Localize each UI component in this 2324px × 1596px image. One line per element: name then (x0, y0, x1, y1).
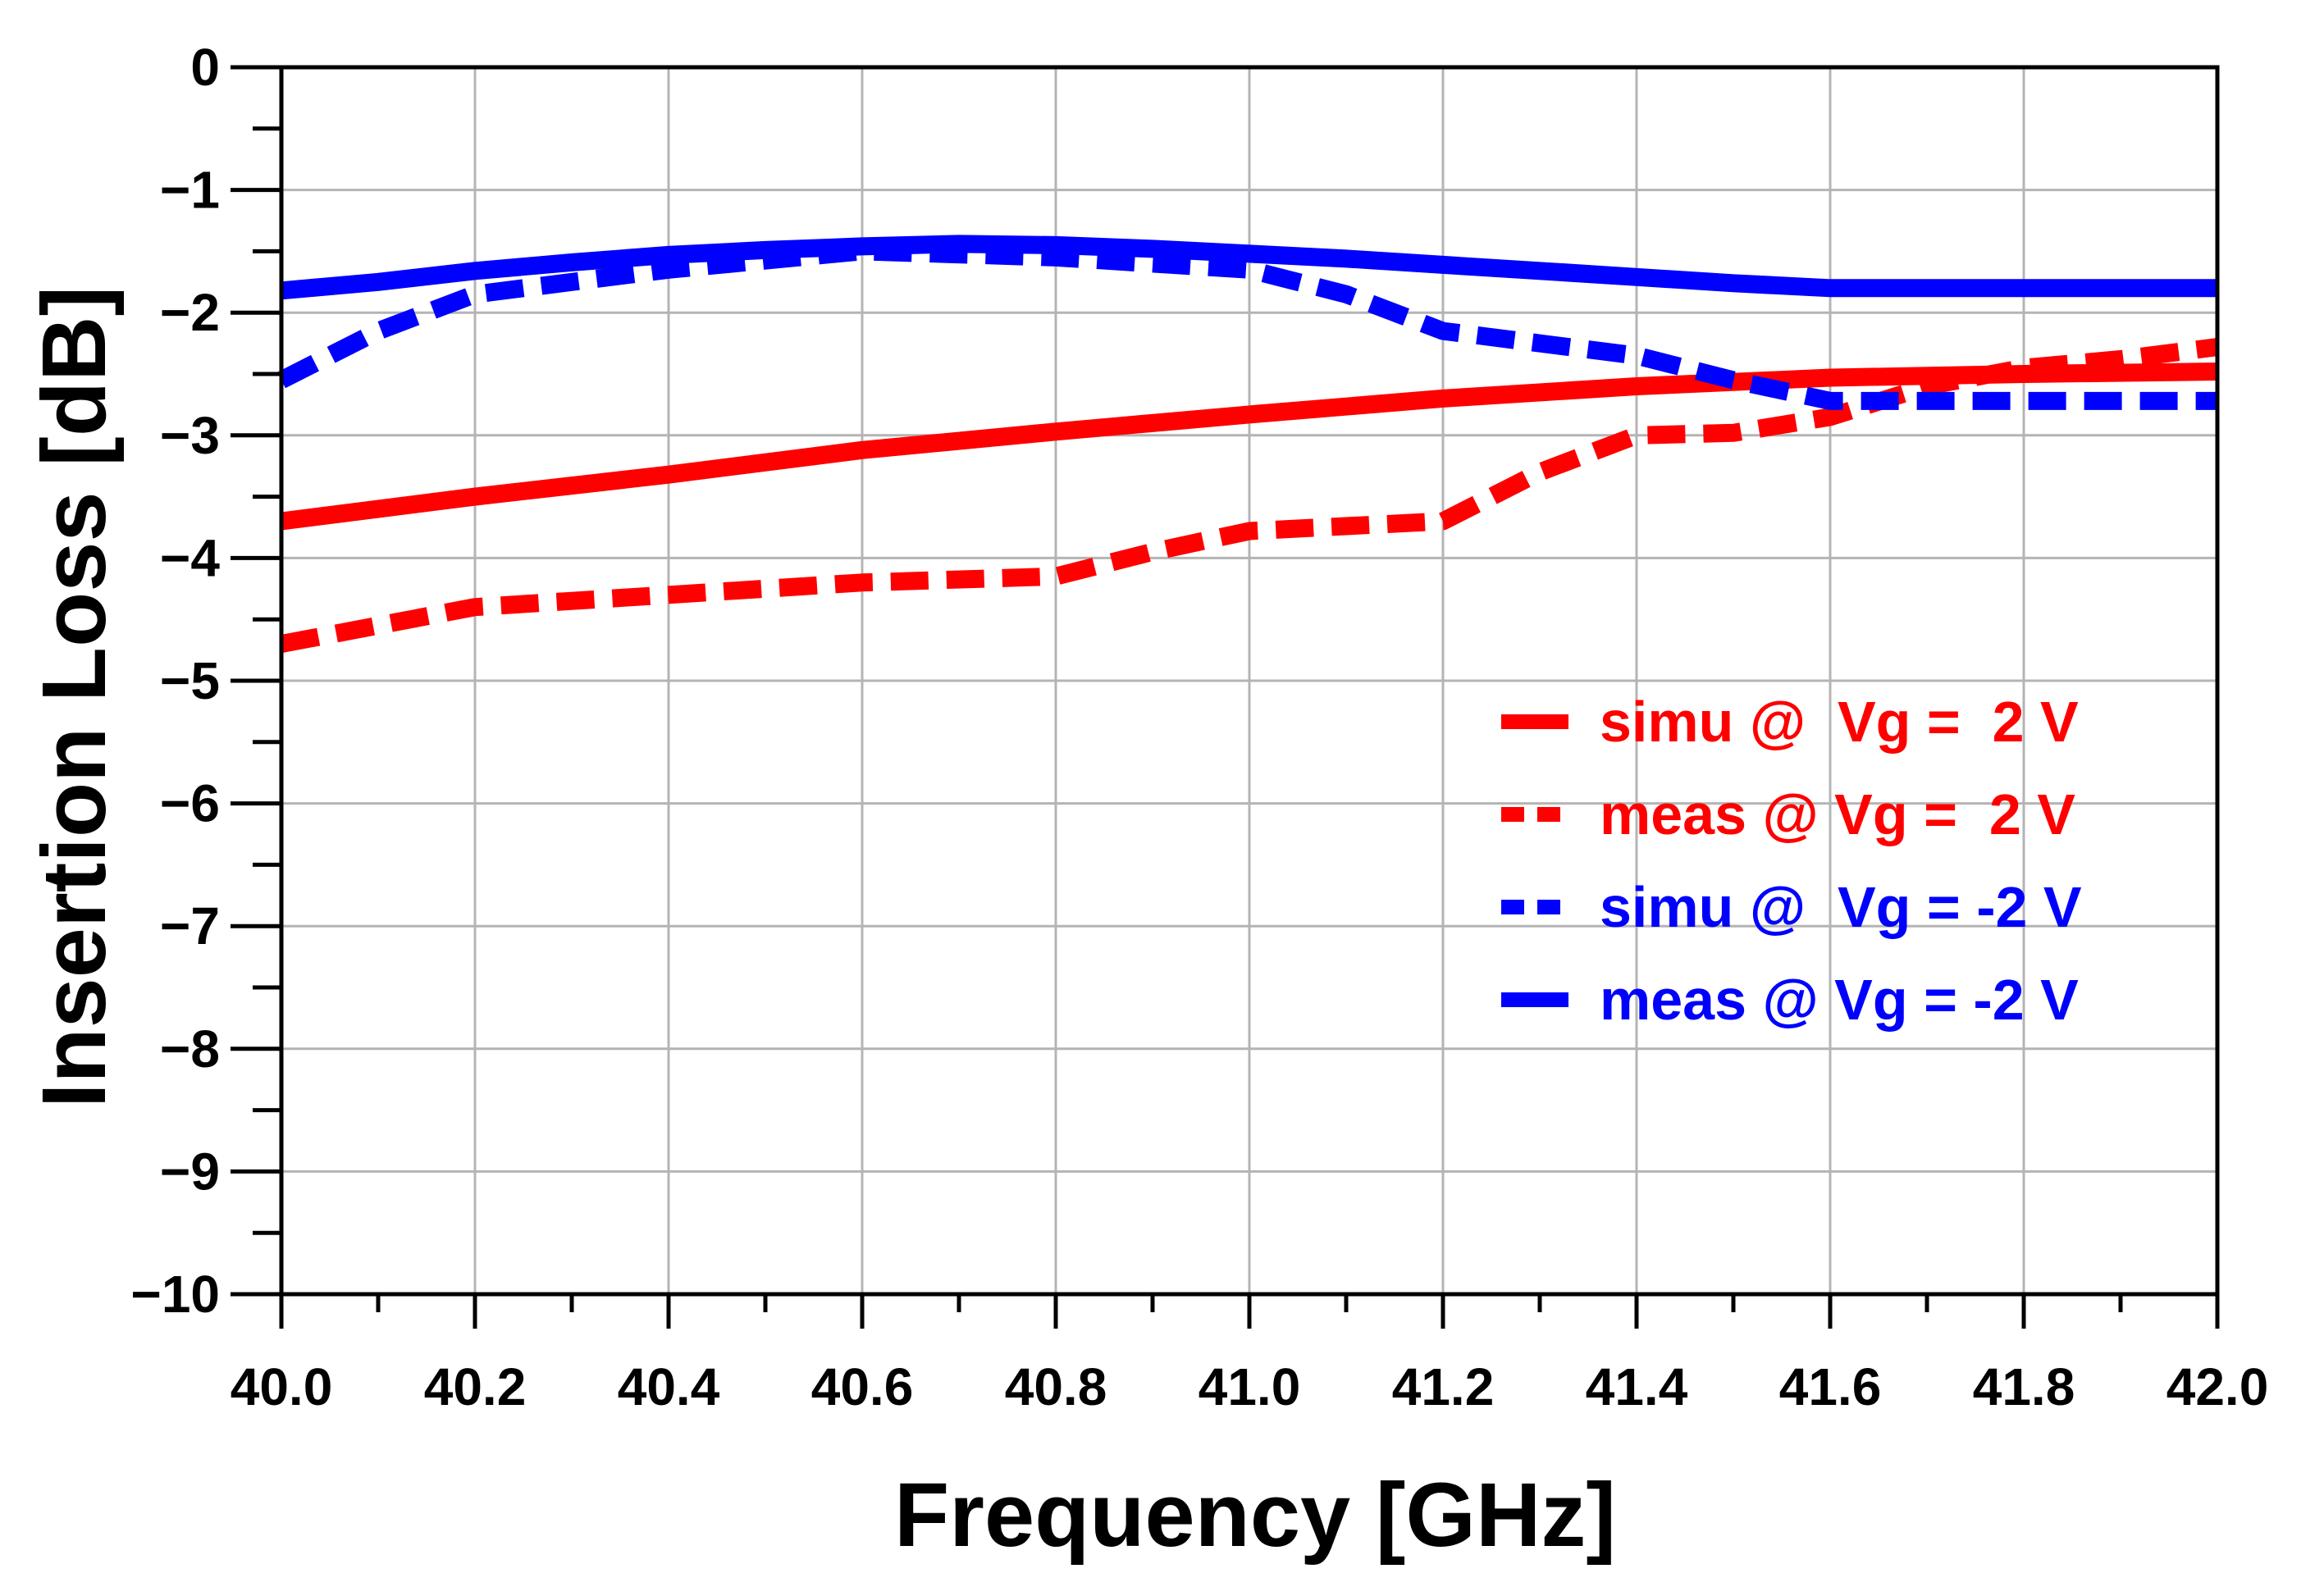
series-lines (277, 235, 2219, 653)
x-tick-labels: 40.0 40.2 40.4 40.6 40.8 41.0 41.2 41.4 41.6 41.8… (231, 1357, 2269, 1416)
x-tick-label: 40.0 (231, 1357, 333, 1416)
y-tick-label: −6 (160, 774, 220, 833)
legend-label-1: meas @ Vg = 2 V (1600, 782, 2075, 846)
x-tick-label: 41.2 (1392, 1357, 1495, 1416)
series-line-0 (280, 363, 2218, 531)
x-tick-label: 40.6 (811, 1357, 914, 1416)
y-tick-label: −10 (130, 1265, 220, 1324)
x-tick-label: 42.0 (2166, 1357, 2269, 1416)
y-tick-label: −7 (160, 896, 220, 955)
x-tick-label: 40.8 (1005, 1357, 1107, 1416)
x-tick-label: 41.8 (1973, 1357, 2075, 1416)
x-axis-label: Frequency [GHz] (894, 1465, 1616, 1566)
legend-label-2: simu @ Vg = -2 V (1600, 875, 2082, 939)
x-tick-label: 41.0 (1199, 1357, 1301, 1416)
series-line-3 (281, 235, 2217, 300)
series-line-2 (277, 242, 2217, 410)
series-line-1 (279, 338, 2219, 653)
y-tick-label: −1 (160, 161, 220, 220)
y-tick-label: 0 (190, 38, 220, 97)
legend-label-0: simu @ Vg = 2 V (1600, 690, 2079, 754)
axes (231, 65, 2220, 1329)
x-tick-label: 40.2 (424, 1357, 527, 1416)
x-tick-label: 40.4 (618, 1357, 720, 1416)
y-tick-label: −9 (160, 1142, 220, 1201)
x-tick-label: 41.4 (1586, 1357, 1688, 1416)
y-tick-label: −5 (160, 651, 220, 710)
y-tick-label: −8 (160, 1019, 220, 1078)
y-axis-label: Insertion Loss [dB] (24, 286, 125, 1108)
x-tick-label: 41.6 (1779, 1357, 1882, 1416)
legend: simu @ Vg = 2 V meas @ Vg = 2 V simu @ Vg … (1501, 690, 2082, 1032)
y-tick-labels: 0 −1 −2 −3 −4 −5 −6 −7 −8 −9 −10 (130, 38, 220, 1324)
y-tick-label: −2 (160, 283, 220, 342)
legend-label-3: meas @ Vg = -2 V (1600, 968, 2079, 1032)
y-tick-label: −3 (160, 406, 220, 465)
y-tick-label: −4 (160, 528, 220, 587)
